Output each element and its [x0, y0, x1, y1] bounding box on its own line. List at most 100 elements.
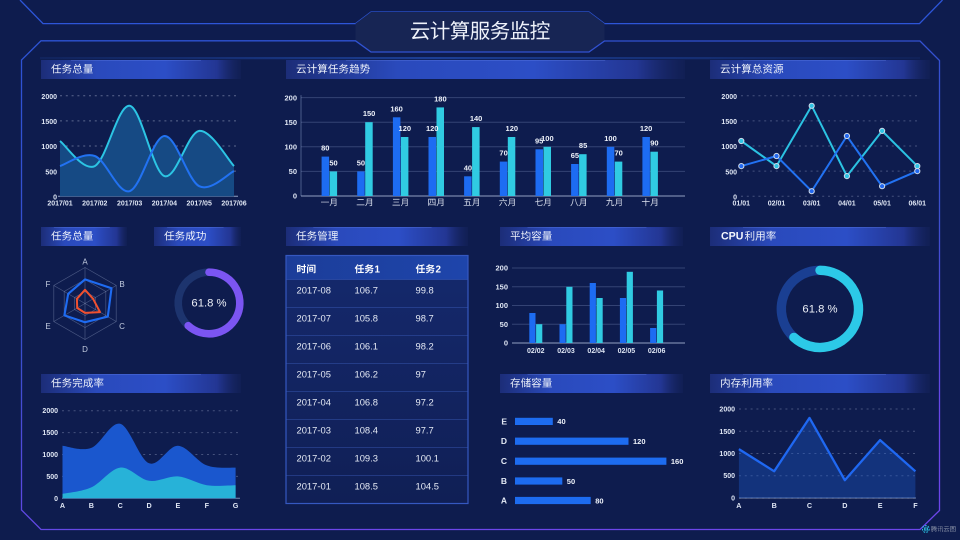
svg-text:0: 0	[293, 192, 297, 201]
svg-text:70: 70	[615, 149, 623, 158]
svg-text:A: A	[60, 501, 65, 510]
svg-text:108.4: 108.4	[355, 424, 378, 435]
svg-text:95: 95	[535, 136, 543, 145]
svg-text:G: G	[233, 501, 239, 510]
svg-text:02/01: 02/01	[768, 201, 786, 208]
svg-text:106.8: 106.8	[355, 396, 378, 407]
svg-text:100: 100	[541, 134, 554, 143]
svg-text:2017-03: 2017-03	[297, 424, 331, 435]
svg-text:04/01: 04/01	[838, 201, 856, 208]
svg-text:2017-01: 2017-01	[297, 480, 331, 491]
svg-text:1: 1	[375, 265, 381, 276]
svg-text:105.8: 105.8	[355, 312, 378, 323]
svg-text:A: A	[82, 258, 88, 267]
svg-text:2017-06: 2017-06	[297, 340, 331, 351]
svg-text:0: 0	[733, 194, 737, 201]
svg-text:98.2: 98.2	[416, 340, 434, 351]
svg-text:CPU: CPU	[721, 231, 743, 243]
svg-text:97.2: 97.2	[416, 396, 434, 407]
svg-text:E: E	[878, 501, 883, 510]
svg-text:D: D	[146, 501, 151, 510]
svg-text:160: 160	[671, 457, 684, 466]
svg-text:500: 500	[723, 473, 735, 480]
svg-text:50: 50	[500, 320, 508, 329]
svg-text:109.3: 109.3	[355, 452, 378, 463]
svg-text:1500: 1500	[719, 429, 735, 436]
svg-text:C: C	[119, 322, 125, 331]
svg-text:C: C	[807, 501, 812, 510]
svg-text:2017-07: 2017-07	[297, 312, 331, 323]
svg-text:1000: 1000	[719, 451, 735, 458]
svg-text:99.8: 99.8	[416, 284, 434, 295]
svg-text:106.2: 106.2	[355, 368, 378, 379]
svg-text:104.5: 104.5	[416, 480, 439, 491]
svg-text:2000: 2000	[42, 408, 58, 415]
svg-text:B: B	[772, 501, 777, 510]
svg-text:01/01: 01/01	[733, 201, 751, 208]
svg-text:0: 0	[504, 339, 508, 348]
svg-text:85: 85	[579, 141, 587, 150]
svg-text:50: 50	[289, 167, 297, 176]
svg-text:1000: 1000	[41, 144, 57, 151]
svg-text:2017-05: 2017-05	[297, 368, 331, 379]
svg-text:2000: 2000	[41, 94, 57, 101]
svg-text:2000: 2000	[721, 94, 737, 101]
svg-text:E: E	[176, 501, 181, 510]
svg-text:120: 120	[426, 124, 439, 133]
svg-text:E: E	[45, 322, 50, 331]
svg-text:02/04: 02/04	[587, 348, 605, 355]
svg-text:80: 80	[595, 496, 603, 505]
svg-text:2017-02: 2017-02	[297, 452, 331, 463]
svg-text:C: C	[501, 456, 507, 466]
svg-text:100: 100	[604, 134, 617, 143]
svg-text:106.1: 106.1	[355, 340, 378, 351]
svg-text:500: 500	[45, 169, 57, 176]
svg-text:05/01: 05/01	[873, 201, 891, 208]
svg-text:2017-08: 2017-08	[297, 284, 331, 295]
svg-text:2017/04: 2017/04	[152, 201, 177, 208]
svg-text:2017-04: 2017-04	[297, 396, 331, 407]
svg-text:140: 140	[470, 114, 483, 123]
svg-text:120: 120	[640, 124, 653, 133]
svg-text:2017/03: 2017/03	[117, 201, 142, 208]
svg-text:B: B	[501, 476, 507, 486]
svg-text:F: F	[205, 501, 210, 510]
svg-text:100: 100	[495, 301, 508, 310]
svg-text:50: 50	[567, 477, 575, 486]
svg-text:B: B	[89, 501, 94, 510]
svg-text:100: 100	[284, 143, 297, 152]
svg-text:200: 200	[495, 264, 508, 273]
svg-text:106.7: 106.7	[355, 284, 378, 295]
svg-text:180: 180	[434, 94, 447, 103]
svg-text:500: 500	[46, 474, 58, 481]
svg-text:03/01: 03/01	[803, 201, 821, 208]
svg-text:0: 0	[54, 496, 58, 503]
svg-text:98.7: 98.7	[416, 312, 434, 323]
svg-text:2017/05: 2017/05	[187, 201, 212, 208]
svg-text:2000: 2000	[719, 407, 735, 414]
svg-text:C: C	[118, 501, 123, 510]
svg-text:02/06: 02/06	[648, 348, 666, 355]
svg-text:200: 200	[284, 93, 297, 102]
svg-text:40: 40	[464, 163, 472, 172]
svg-text:1000: 1000	[721, 144, 737, 151]
svg-text:50: 50	[357, 158, 365, 167]
svg-text:A: A	[501, 496, 507, 506]
svg-text:0: 0	[731, 496, 735, 503]
svg-text:100.1: 100.1	[416, 452, 439, 463]
svg-text:A: A	[736, 501, 741, 510]
svg-text:0: 0	[53, 194, 57, 201]
svg-text:97.7: 97.7	[416, 424, 434, 435]
svg-text:500: 500	[725, 169, 737, 176]
svg-text:150: 150	[284, 118, 297, 127]
svg-text:2017/06: 2017/06	[221, 201, 246, 208]
svg-text:108.5: 108.5	[355, 480, 378, 491]
svg-text:80: 80	[321, 144, 329, 153]
svg-text:70: 70	[499, 149, 507, 158]
svg-text:D: D	[82, 345, 88, 354]
svg-text:61.8 %: 61.8 %	[191, 298, 226, 310]
svg-text:02/02: 02/02	[527, 348, 545, 355]
svg-text:120: 120	[399, 124, 412, 133]
svg-text:97: 97	[416, 368, 426, 379]
svg-text:2017/01: 2017/01	[47, 201, 72, 208]
